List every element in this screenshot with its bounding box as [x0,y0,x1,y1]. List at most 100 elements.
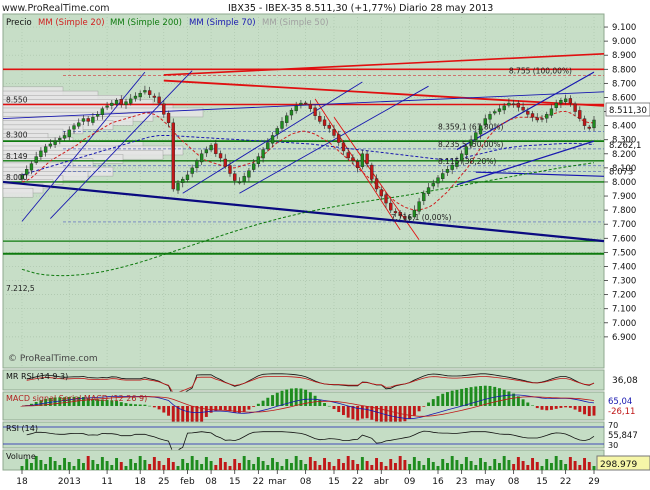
blue-channel-2 [50,70,193,219]
candle-body [228,165,232,174]
volume-profile-bar [2,187,34,198]
volume-bar [464,457,468,470]
y-tick-label: 7.400 [612,262,636,272]
volume-bar [143,460,147,470]
chart-header-title: IBX35 - IBEX-35 8.511,30 (+1,77%) Diario… [228,3,493,14]
macd-bar [242,406,246,412]
blue-low [475,171,605,177]
volume-bar [431,462,435,470]
candle-body [322,119,327,126]
candle-body [270,135,275,144]
volume-bar [63,458,67,470]
y-tick-label: 7.700 [612,220,636,230]
x-tick-label: 29 [588,477,600,487]
macd-bar [200,406,204,422]
macd-label: MACD signal Serial MACD (12 26 9) [6,394,147,403]
candle-body [29,163,34,171]
volume-bar [148,464,152,470]
rsi-panel: RSI (14) 70 55,847 30 [2,421,638,455]
x-tick-label: 08 [205,477,217,487]
price-tags: 8.511,30 8.262,1 8.073 [605,102,650,178]
macd-bar [488,385,492,406]
candle-body [266,142,270,150]
candle-body [77,122,81,127]
candle-body [39,150,43,157]
left-label: 8.300 [6,131,28,140]
macd-bar [39,400,43,406]
volume-bar [559,460,563,470]
y-tick-label: 7.000 [612,319,636,329]
volume-bar [228,466,232,470]
volume-bar [39,460,43,470]
x-tick-label: 18 [16,477,28,487]
candle-body [157,96,161,104]
x-tick-label: 2013 [58,477,81,487]
candle-body [171,122,175,190]
volume-bar [256,457,260,470]
macd-bar [568,406,572,408]
macd-bar [445,392,449,406]
macd-bar [67,397,71,406]
macd-bar [285,389,289,406]
fib-labels: 8.755 (100,00%) 8.359,1 (61,80%) 8.235,5 (… [391,67,572,222]
volume-bar [181,459,185,470]
macd-bar [289,388,293,406]
y-tick-label: 9.000 [612,37,636,47]
candle-body [43,146,48,153]
volume-bar [365,461,369,470]
volume-bar [204,457,208,470]
volume-bar [540,466,544,470]
macd-bar [152,406,156,408]
macd-bar [398,406,402,423]
macd-bar [341,406,345,416]
candle-body [403,216,407,219]
candle-body [587,126,591,129]
volume-bar [124,466,128,470]
candle-body [204,149,209,154]
volume-bar [190,456,194,470]
candle-body [280,121,284,129]
candle-body [384,194,388,204]
volume-bar [351,460,355,470]
volume-bar [545,459,549,470]
x-tick-label: feb [180,477,195,487]
volume-bar [53,461,57,470]
y-tick-label: 8.400 [612,122,636,132]
volume-bar [460,464,464,470]
volume-bar [266,465,270,470]
macd-bar [540,406,544,410]
volume-bar [171,462,175,470]
volume-bar [592,466,596,470]
candle-body [176,183,180,191]
macd-bar [464,387,468,406]
legend-mm20: MM (Simple 20) [38,18,105,28]
candle-body [474,132,478,141]
candle-body [138,93,142,98]
volume-bar [346,456,350,470]
candle-body [209,145,213,151]
price-tag-box [605,102,650,117]
volume-bar [44,464,48,470]
price-tag: 8.262,1 [609,141,641,151]
candle-body [417,201,421,212]
candle-body [379,189,383,197]
site-label: www.ProRealTime.com [2,3,110,14]
volume-bar [531,458,535,470]
volume-bar [67,462,71,470]
candle-body [374,178,379,190]
candle-body [81,118,86,122]
legend: Precio MM (Simple 20) MM (Simple 200) MM… [6,18,329,28]
navy-downtrend [2,180,605,243]
volume-bar [412,457,416,470]
candle-body [389,202,393,211]
volume-bar [299,460,303,470]
trend-lines [2,53,605,255]
candle-body [214,143,218,154]
volume-bar [271,458,275,470]
y-tick-label: 9.100 [612,23,636,33]
candle-body [521,106,525,111]
y-tick-label: 8.300 [612,136,636,146]
candle-body [549,108,554,116]
macd-bar [370,406,374,420]
volume-bar [474,465,478,470]
